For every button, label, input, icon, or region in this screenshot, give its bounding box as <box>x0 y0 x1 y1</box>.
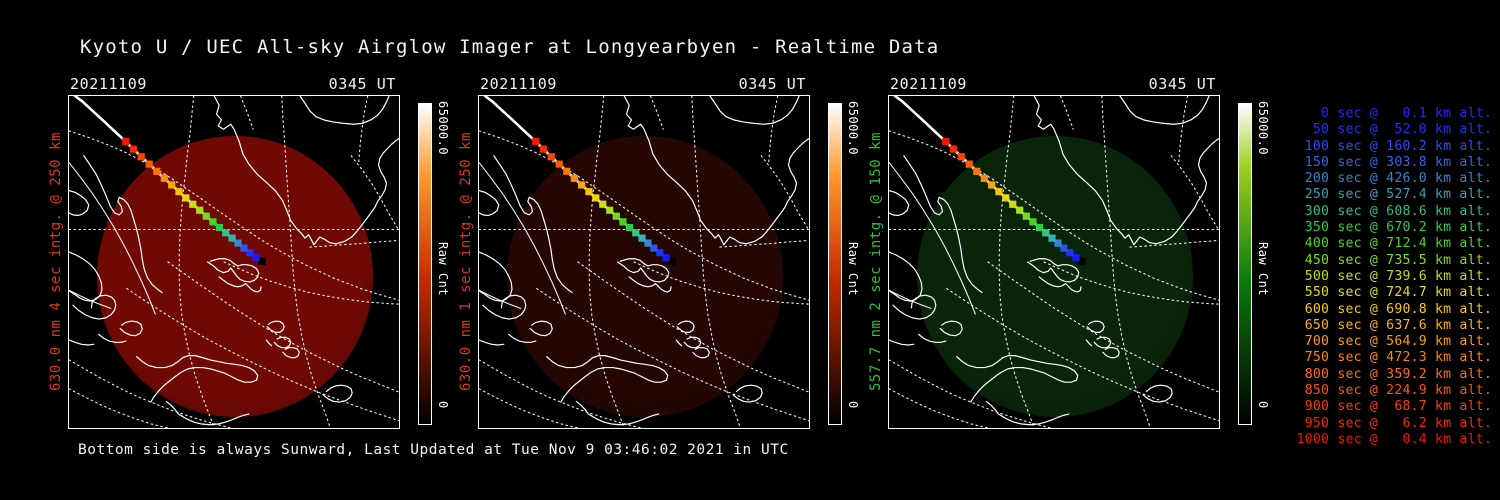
coastline-and-grid-overlay <box>889 96 1219 428</box>
legend-entry: 850 sec @ 224.9 km alt. <box>1296 383 1492 399</box>
colorbar-max-label: 65000.0 <box>1256 101 1270 156</box>
legend-entry: 0 sec @ 0.1 km alt. <box>1296 106 1492 121</box>
sky-background <box>889 96 1219 428</box>
panel-time: 0345 UT <box>328 75 396 93</box>
footer-status: Bottom side is always Sunward, Last Upda… <box>78 442 789 458</box>
legend-entry: 650 sec @ 637.6 km alt. <box>1296 317 1492 333</box>
airglow-fov-disk <box>97 135 373 417</box>
legend-entry: 400 sec @ 712.4 km alt. <box>1296 236 1492 252</box>
legend-entry: 800 sec @ 359.2 km alt. <box>1296 366 1492 382</box>
legend-entry: 50 sec @ 52.0 km alt. <box>1296 122 1492 138</box>
legend-entry: 750 sec @ 472.3 km alt. <box>1296 350 1492 366</box>
panel-axis-label: 557.7 nm 2 sec intg. @ 150 km <box>868 132 884 392</box>
legend-entry: 500 sec @ 739.6 km alt. <box>1296 268 1492 284</box>
colorbar <box>828 103 842 425</box>
airglow-fov-disk <box>507 135 783 417</box>
legend-entry: 550 sec @ 724.7 km alt. <box>1296 285 1492 301</box>
legend-entry: 100 sec @ 160.2 km alt. <box>1296 138 1492 154</box>
legend-entry: 900 sec @ 68.7 km alt. <box>1296 399 1492 415</box>
allsky-image[interactable] <box>478 95 810 429</box>
trajectory-legend: 0 sec @ 0.1 km alt. 50 sec @ 52.0 km alt… <box>1256 106 1492 448</box>
page-title: Kyoto U / UEC All-sky Airglow Imager at … <box>80 36 940 58</box>
colorbar-title: Raw Cnt <box>1256 241 1270 297</box>
panel-date: 20211109 <box>480 75 558 93</box>
panel-header: 20211109 0345 UT <box>68 75 400 93</box>
allsky-image[interactable] <box>888 95 1220 429</box>
legend-entry: 450 sec @ 735.5 km alt. <box>1296 252 1492 268</box>
panel-date: 20211109 <box>70 75 148 93</box>
panel-header: 20211109 0345 UT <box>888 75 1220 93</box>
panel-630nm-1sec: 20211109 0345 UT 630.0 nm 1 sec intg. @ 25… <box>458 75 870 429</box>
legend-entry: 250 sec @ 527.4 km alt. <box>1296 187 1492 203</box>
panel-557nm-2sec: 20211109 0345 UT 557.7 nm 2 sec intg. @ 15… <box>868 75 1280 429</box>
colorbar-min-label: 0 <box>846 401 860 409</box>
legend-entry: 600 sec @ 690.8 km alt. <box>1296 301 1492 317</box>
colorbar-min-label: 0 <box>1256 401 1270 409</box>
colorbar-title: Raw Cnt <box>436 241 450 297</box>
coastline-and-grid-overlay <box>69 96 399 428</box>
legend-entry: 300 sec @ 608.6 km alt. <box>1296 203 1492 219</box>
panel-time: 0345 UT <box>1148 75 1216 93</box>
panel-axis-label: 630.0 nm 4 sec intg. @ 250 km <box>48 132 64 392</box>
colorbar <box>1238 103 1252 425</box>
colorbar-title: Raw Cnt <box>846 241 860 297</box>
legend-entry: 350 sec @ 670.2 km alt. <box>1296 220 1492 236</box>
sky-background <box>479 96 809 428</box>
panel-date: 20211109 <box>890 75 968 93</box>
legend-entry: 200 sec @ 426.0 km alt. <box>1296 171 1492 187</box>
legend-entry: 950 sec @ 6.2 km alt. <box>1296 415 1492 431</box>
allsky-image[interactable] <box>68 95 400 429</box>
legend-entry: 700 sec @ 564.9 km alt. <box>1296 334 1492 350</box>
panel-axis-label: 630.0 nm 1 sec intg. @ 250 km <box>458 132 474 392</box>
airglow-fov-disk <box>917 135 1193 417</box>
colorbar <box>418 103 432 425</box>
legend-entry: 150 sec @ 303.8 km alt. <box>1296 154 1492 170</box>
colorbar-max-label: 65000.0 <box>436 101 450 156</box>
colorbar-max-label: 65000.0 <box>846 101 860 156</box>
colorbar-min-label: 0 <box>436 401 450 409</box>
coastline-and-grid-overlay <box>479 96 809 428</box>
panel-time: 0345 UT <box>738 75 806 93</box>
panel-header: 20211109 0345 UT <box>478 75 810 93</box>
sky-background <box>69 96 399 428</box>
legend-entry: 1000 sec @ 0.4 km alt. <box>1296 431 1492 447</box>
panel-630nm-4sec: 20211109 0345 UT 630.0 nm 4 sec intg. @ 25… <box>48 75 460 429</box>
